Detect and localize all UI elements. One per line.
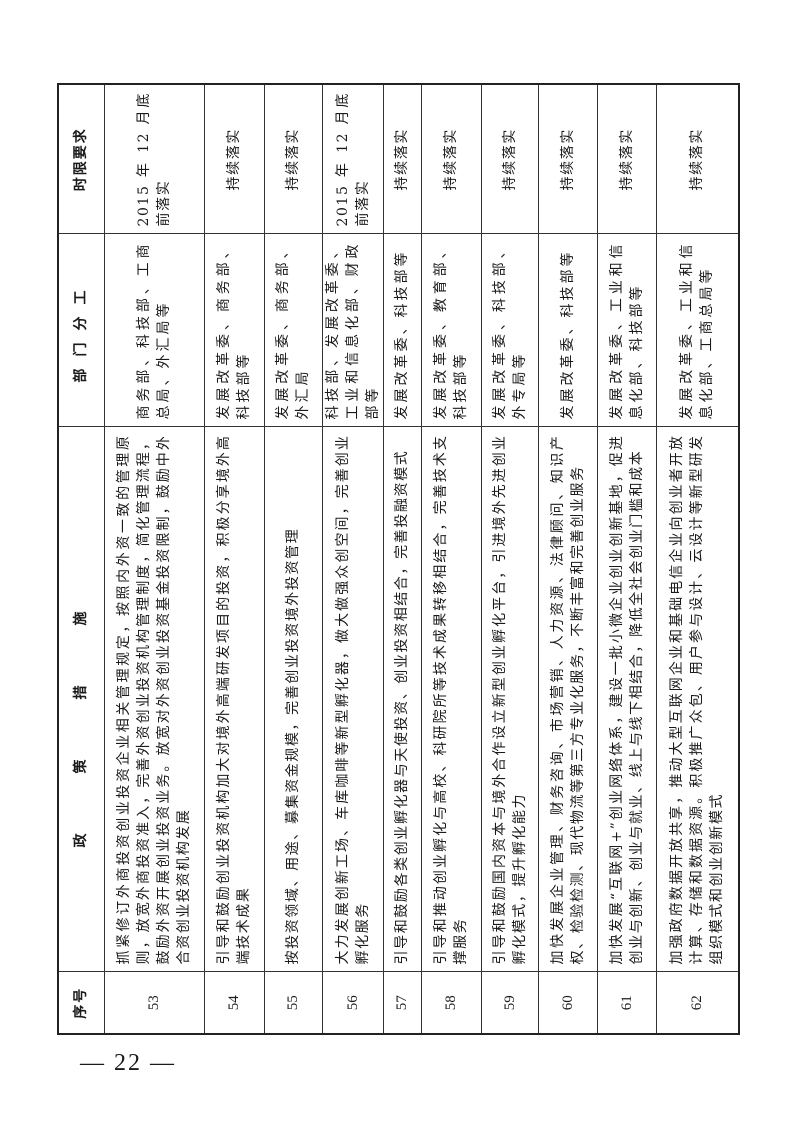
- row-policy: 引导和鼓励创业投资机构加大对境外高端研发项目的投资，积极分享境外高端技术成果: [204, 427, 264, 972]
- header-time: 时限要求: [58, 84, 104, 234]
- table-row: 53 抓紧修订外商投资创业投资企业相关管理规定，按照内外资一致的管理原则，放宽外…: [104, 84, 204, 1034]
- row-policy: 引导和鼓励各类创业孵化器与天使投资、创业投资相结合，完善投融资模式: [383, 427, 421, 972]
- table-row: 55 按投资领域、用途、募集资金规模，完善创业投资境外投资管理 发展改革委、商务…: [264, 84, 322, 1034]
- row-no: 60: [538, 972, 597, 1034]
- row-policy: 加快发展企业管理、财务咨询、市场营销、人力资源、法律顾问、知识产权、检验检测、现…: [538, 427, 597, 972]
- rotated-table-container: 序号 政策措施 部门分工 时限要求 53 抓紧修订外商投资创业投资企业相关管理规…: [57, 83, 740, 1035]
- row-policy: 引导和推动创业孵化与高校、科研院所等技术成果转移相结合，完善技术支撑服务: [421, 427, 481, 972]
- row-time: 持续落实: [597, 84, 656, 234]
- header-dept: 部门分工: [58, 234, 104, 427]
- row-no: 62: [656, 972, 739, 1034]
- page-number: — 22 —: [80, 1050, 176, 1076]
- row-no: 58: [421, 972, 481, 1034]
- table-row: 57 引导和鼓励各类创业孵化器与天使投资、创业投资相结合，完善投融资模式 发展改…: [383, 84, 421, 1034]
- row-no: 56: [322, 972, 383, 1034]
- header-no: 序号: [58, 972, 104, 1034]
- table-row: 60 加快发展企业管理、财务咨询、市场营销、人力资源、法律顾问、知识产权、检验检…: [538, 84, 597, 1034]
- row-policy: 抓紧修订外商投资创业投资企业相关管理规定，按照内外资一致的管理原则，放宽外商投资…: [104, 427, 204, 972]
- row-time: 2015 年 12 月底前落实: [104, 84, 204, 234]
- row-no: 55: [264, 972, 322, 1034]
- table-row: 56 大力发展创新工场、车库咖啡等新型孵化器，做大做强众创空间，完善创业孵化服务…: [322, 84, 383, 1034]
- row-dept: 发展改革委、科技部等: [538, 234, 597, 427]
- policy-table: 序号 政策措施 部门分工 时限要求 53 抓紧修订外商投资创业投资企业相关管理规…: [57, 83, 740, 1035]
- table-row: 62 加强政府数据开放共享，推动大型互联网企业和基础电信企业向创业者开放计算、存…: [656, 84, 739, 1034]
- row-time: 持续落实: [481, 84, 538, 234]
- row-dept: 发展改革委、商务部、外汇局: [264, 234, 322, 427]
- row-no: 59: [481, 972, 538, 1034]
- table-row: 59 引导和鼓励国内资本与境外合作设立新型创业孵化平台，引进境外先进创业孵化模式…: [481, 84, 538, 1034]
- row-time: 持续落实: [264, 84, 322, 234]
- row-dept: 发展改革委、商务部、科技部等: [204, 234, 264, 427]
- row-no: 54: [204, 972, 264, 1034]
- header-policy: 政策措施: [58, 427, 104, 972]
- table-row: 54 引导和鼓励创业投资机构加大对境外高端研发项目的投资，积极分享境外高端技术成…: [204, 84, 264, 1034]
- row-policy: 加强政府数据开放共享，推动大型互联网企业和基础电信企业向创业者开放计算、存储和数…: [656, 427, 739, 972]
- table-row: 61 加快发展“互联网+”创业网络体系，建设一批小微企业创业创新基地，促进创业与…: [597, 84, 656, 1034]
- row-dept: 发展改革委、科技部、外专局等: [481, 234, 538, 427]
- row-no: 57: [383, 972, 421, 1034]
- row-policy: 大力发展创新工场、车库咖啡等新型孵化器，做大做强众创空间，完善创业孵化服务: [322, 427, 383, 972]
- row-time: 持续落实: [204, 84, 264, 234]
- table-header-row: 序号 政策措施 部门分工 时限要求: [58, 84, 104, 1034]
- row-dept: 科技部、发展改革委、工业和信息化部、财政部等: [322, 234, 383, 427]
- row-policy: 引导和鼓励国内资本与境外合作设立新型创业孵化平台，引进境外先进创业孵化模式，提升…: [481, 427, 538, 972]
- row-dept: 发展改革委、科技部等: [383, 234, 421, 427]
- row-no: 61: [597, 972, 656, 1034]
- row-dept: 发展改革委、工业和信息化部、科技部等: [597, 234, 656, 427]
- table-row: 58 引导和推动创业孵化与高校、科研院所等技术成果转移相结合，完善技术支撑服务 …: [421, 84, 481, 1034]
- row-time: 持续落实: [656, 84, 739, 234]
- row-no: 53: [104, 972, 204, 1034]
- row-policy: 加快发展“互联网+”创业网络体系，建设一批小微企业创业创新基地，促进创业与创新、…: [597, 427, 656, 972]
- row-dept: 发展改革委、教育部、科技部等: [421, 234, 481, 427]
- row-time: 持续落实: [383, 84, 421, 234]
- row-time: 2015 年 12 月底前落实: [322, 84, 383, 234]
- row-time: 持续落实: [421, 84, 481, 234]
- row-time: 持续落实: [538, 84, 597, 234]
- row-dept: 商务部、科技部、工商总局、外汇局等: [104, 234, 204, 427]
- row-policy: 按投资领域、用途、募集资金规模，完善创业投资境外投资管理: [264, 427, 322, 972]
- row-dept: 发展改革委、工业和信息化部、工商总局等: [656, 234, 739, 427]
